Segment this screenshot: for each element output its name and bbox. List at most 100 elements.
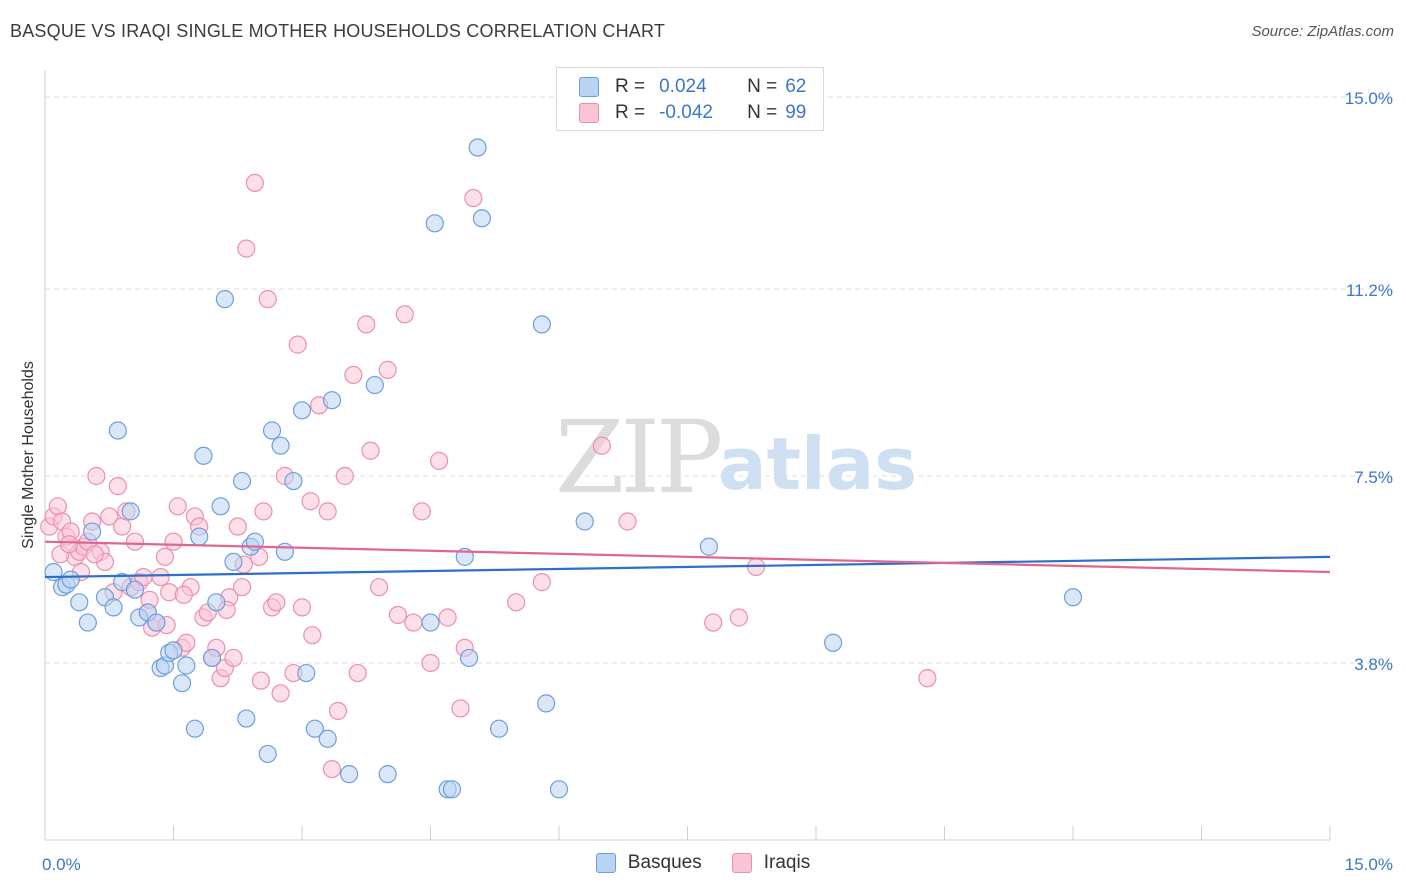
iraqis-point[interactable]: [451, 699, 470, 718]
basques-point[interactable]: [1063, 588, 1083, 607]
iraqis-point[interactable]: [532, 573, 551, 592]
basques-point[interactable]: [340, 765, 359, 784]
iraqis-point[interactable]: [301, 492, 320, 511]
iraqis-point[interactable]: [357, 315, 376, 334]
iraqis-point[interactable]: [404, 613, 423, 632]
basques-point[interactable]: [318, 729, 337, 748]
iraqis-point[interactable]: [87, 466, 106, 486]
basques-point[interactable]: [194, 446, 213, 465]
iraqis-point[interactable]: [232, 578, 252, 597]
iraqis-point[interactable]: [112, 517, 132, 536]
basques-point[interactable]: [147, 613, 166, 632]
basques-point[interactable]: [549, 780, 569, 799]
basques-point[interactable]: [275, 542, 294, 561]
iraqis-point[interactable]: [168, 497, 187, 516]
basques-point[interactable]: [125, 580, 145, 599]
iraqis-point[interactable]: [174, 585, 193, 604]
basques-point[interactable]: [537, 694, 556, 713]
iraqis-point[interactable]: [251, 671, 270, 690]
basques-point[interactable]: [177, 656, 196, 675]
basques-point[interactable]: [824, 633, 843, 652]
basques-point[interactable]: [262, 421, 282, 440]
iraqis-point[interactable]: [288, 335, 307, 354]
basques-point[interactable]: [215, 290, 234, 309]
iraqis-point[interactable]: [395, 305, 414, 324]
basques-point[interactable]: [211, 497, 230, 516]
iraqis-point[interactable]: [370, 578, 389, 597]
basques-point[interactable]: [185, 719, 205, 738]
basques-point[interactable]: [459, 648, 479, 668]
legend-item-basques[interactable]: Basques: [595, 852, 702, 874]
iraqis-point[interactable]: [224, 648, 243, 668]
basques-point[interactable]: [232, 471, 252, 491]
iraqis-point[interactable]: [292, 598, 312, 617]
iraqis-point[interactable]: [322, 759, 342, 779]
basques-point[interactable]: [297, 663, 316, 683]
basques-point[interactable]: [292, 401, 312, 420]
iraqis-point[interactable]: [48, 497, 67, 516]
iraqis-point[interactable]: [507, 593, 526, 612]
iraqis-point[interactable]: [412, 502, 432, 521]
basques-point[interactable]: [421, 613, 440, 632]
iraqis-point[interactable]: [318, 502, 337, 521]
iraqis-point[interactable]: [303, 626, 322, 645]
basques-point[interactable]: [305, 719, 324, 738]
iraqis-point[interactable]: [155, 547, 175, 566]
iraqis-point[interactable]: [421, 653, 440, 673]
iraqis-point[interactable]: [125, 532, 145, 551]
iraqis-point[interactable]: [729, 608, 749, 627]
basques-point[interactable]: [489, 719, 509, 738]
basques-point[interactable]: [121, 502, 140, 521]
basques-point[interactable]: [164, 641, 183, 660]
iraqis-point[interactable]: [164, 532, 183, 551]
basques-point[interactable]: [468, 138, 487, 157]
basques-point[interactable]: [365, 375, 384, 395]
basques-point[interactable]: [425, 214, 444, 233]
basques-point[interactable]: [532, 315, 551, 334]
basques-point[interactable]: [190, 527, 209, 546]
basques-point[interactable]: [575, 512, 594, 531]
iraqis-point[interactable]: [348, 663, 367, 683]
iraqis-point[interactable]: [438, 608, 457, 627]
iraqis-point[interactable]: [592, 436, 611, 455]
iraqis-point[interactable]: [267, 593, 286, 612]
basques-point[interactable]: [442, 780, 462, 799]
iraqis-point[interactable]: [228, 517, 247, 536]
legend-item-iraqis[interactable]: Iraqis: [731, 852, 810, 874]
iraqis-point[interactable]: [464, 188, 483, 208]
basques-point[interactable]: [224, 552, 243, 572]
iraqis-point[interactable]: [704, 613, 723, 632]
basques-point[interactable]: [699, 537, 719, 556]
iraqis-point[interactable]: [344, 365, 363, 385]
iraqis-point[interactable]: [85, 545, 104, 564]
iraqis-point[interactable]: [335, 466, 354, 486]
iraqis-point[interactable]: [254, 502, 273, 521]
iraqis-point[interactable]: [918, 669, 937, 688]
iraqis-point[interactable]: [108, 477, 127, 496]
basques-point[interactable]: [83, 522, 102, 541]
basques-point[interactable]: [378, 765, 397, 784]
basques-point[interactable]: [322, 391, 342, 410]
iraqis-point[interactable]: [378, 360, 397, 379]
iraqis-point[interactable]: [271, 684, 290, 703]
iraqis-point[interactable]: [328, 701, 348, 721]
basques-point[interactable]: [258, 744, 277, 764]
iraqis-point[interactable]: [245, 173, 264, 193]
iraqis-point[interactable]: [258, 290, 277, 309]
iraqis-point[interactable]: [151, 567, 170, 587]
basques-point[interactable]: [108, 421, 127, 440]
basques-point[interactable]: [237, 709, 256, 728]
basques-point[interactable]: [207, 593, 226, 612]
basques-point[interactable]: [104, 598, 123, 617]
iraqis-point[interactable]: [100, 507, 119, 526]
iraqis-point[interactable]: [59, 535, 79, 554]
basques-point[interactable]: [61, 570, 80, 589]
basques-point[interactable]: [78, 613, 97, 632]
iraqis-point[interactable]: [618, 512, 637, 531]
basques-point[interactable]: [70, 593, 89, 612]
iraqis-point[interactable]: [388, 605, 408, 625]
basques-point[interactable]: [284, 471, 303, 491]
iraqis-point[interactable]: [429, 451, 449, 470]
basques-point[interactable]: [172, 674, 192, 693]
iraqis-point[interactable]: [361, 441, 380, 460]
